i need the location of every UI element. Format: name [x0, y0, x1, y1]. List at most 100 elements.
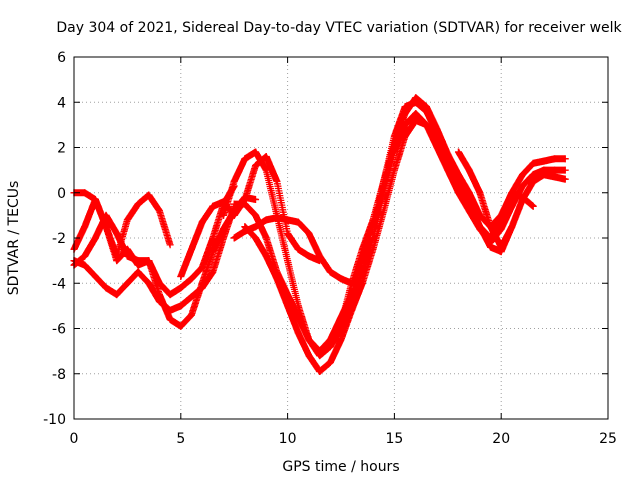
data-point [220, 211, 228, 219]
data-point [262, 234, 270, 242]
data-point [519, 182, 527, 190]
data-point [262, 252, 270, 260]
data-point [155, 291, 163, 299]
data-point [551, 155, 559, 163]
x-tick-label: 0 [70, 431, 79, 447]
data-point [113, 291, 121, 299]
data-point [252, 234, 260, 242]
y-tick-label: 0 [57, 186, 66, 202]
data-point [412, 94, 420, 102]
data-point [187, 311, 195, 319]
x-tick-label: 25 [599, 431, 617, 447]
data-point [401, 110, 409, 118]
data-point [316, 252, 324, 260]
data-point [529, 202, 537, 210]
data-point [422, 103, 430, 111]
data-point [294, 218, 302, 226]
chart-title: Day 304 of 2021, Sidereal Day-to-day VTE… [56, 20, 622, 36]
data-point [284, 257, 292, 265]
data-point [187, 245, 195, 253]
data-point [390, 139, 398, 147]
data-point [561, 155, 569, 163]
data-point [476, 223, 484, 231]
data-point [113, 229, 121, 237]
data-point [561, 166, 569, 174]
data-point [401, 132, 409, 140]
data-point [81, 223, 89, 231]
data-point [326, 268, 334, 276]
data-point [305, 336, 313, 344]
data-point [252, 211, 260, 219]
data-point [134, 257, 142, 265]
data-point [412, 116, 420, 124]
data-point [508, 189, 516, 197]
data-point [145, 279, 153, 287]
data-point [294, 245, 302, 253]
data-point [326, 343, 334, 351]
data-point [177, 302, 185, 310]
data-point [337, 275, 345, 283]
data-point [497, 243, 505, 251]
y-tick-label: -2 [52, 231, 66, 247]
x-tick-label: 10 [279, 431, 297, 447]
data-point [551, 166, 559, 174]
data-point [198, 218, 206, 226]
data-point [305, 252, 313, 260]
data-point [177, 272, 185, 280]
data-point [551, 173, 559, 181]
data-point [369, 245, 377, 253]
data-point [412, 110, 420, 118]
x-tick-label: 5 [176, 431, 185, 447]
data-point [476, 211, 484, 219]
data-point [497, 211, 505, 219]
data-point [134, 200, 142, 208]
data-point [230, 200, 238, 208]
data-point [220, 225, 228, 233]
data-point [187, 293, 195, 301]
data-point [465, 166, 473, 174]
data-point [262, 153, 270, 161]
data-point [337, 336, 345, 344]
data-point [145, 191, 153, 199]
data-point [230, 177, 238, 185]
data-point [380, 207, 388, 215]
data-point [444, 150, 452, 158]
data-point [241, 223, 249, 231]
data-point [241, 200, 249, 208]
data-point [177, 322, 185, 330]
data-point [540, 171, 548, 179]
y-tick-label: -10 [43, 412, 66, 428]
data-point [294, 329, 302, 337]
data-point [166, 315, 174, 323]
data-point [134, 268, 142, 276]
data-point [465, 189, 473, 197]
y-tick-label: 2 [57, 141, 66, 157]
data-point [529, 159, 537, 167]
data-point [519, 193, 527, 201]
data-point [284, 229, 292, 237]
data-point [380, 177, 388, 185]
axis-ticks: 0 5 10 15 20 25 -10 -8 -6 -4 -2 0 2 4 6 [43, 50, 617, 447]
data-point [209, 268, 217, 276]
y-tick-label: -6 [52, 322, 66, 338]
data-point [273, 177, 281, 185]
data-point [209, 234, 217, 242]
data-point [81, 189, 89, 197]
data-series [70, 94, 569, 375]
data-point [81, 261, 89, 269]
data-point [561, 175, 569, 183]
series-track-11 [454, 148, 516, 251]
data-point [390, 166, 398, 174]
y-tick-label: -8 [52, 367, 66, 383]
data-point [262, 216, 270, 224]
data-point [454, 148, 462, 156]
data-point [529, 171, 537, 179]
data-point [540, 157, 548, 165]
data-point [123, 252, 131, 260]
y-tick-label: 4 [57, 95, 66, 111]
data-point [316, 367, 324, 375]
data-point [241, 155, 249, 163]
data-point [102, 284, 110, 292]
